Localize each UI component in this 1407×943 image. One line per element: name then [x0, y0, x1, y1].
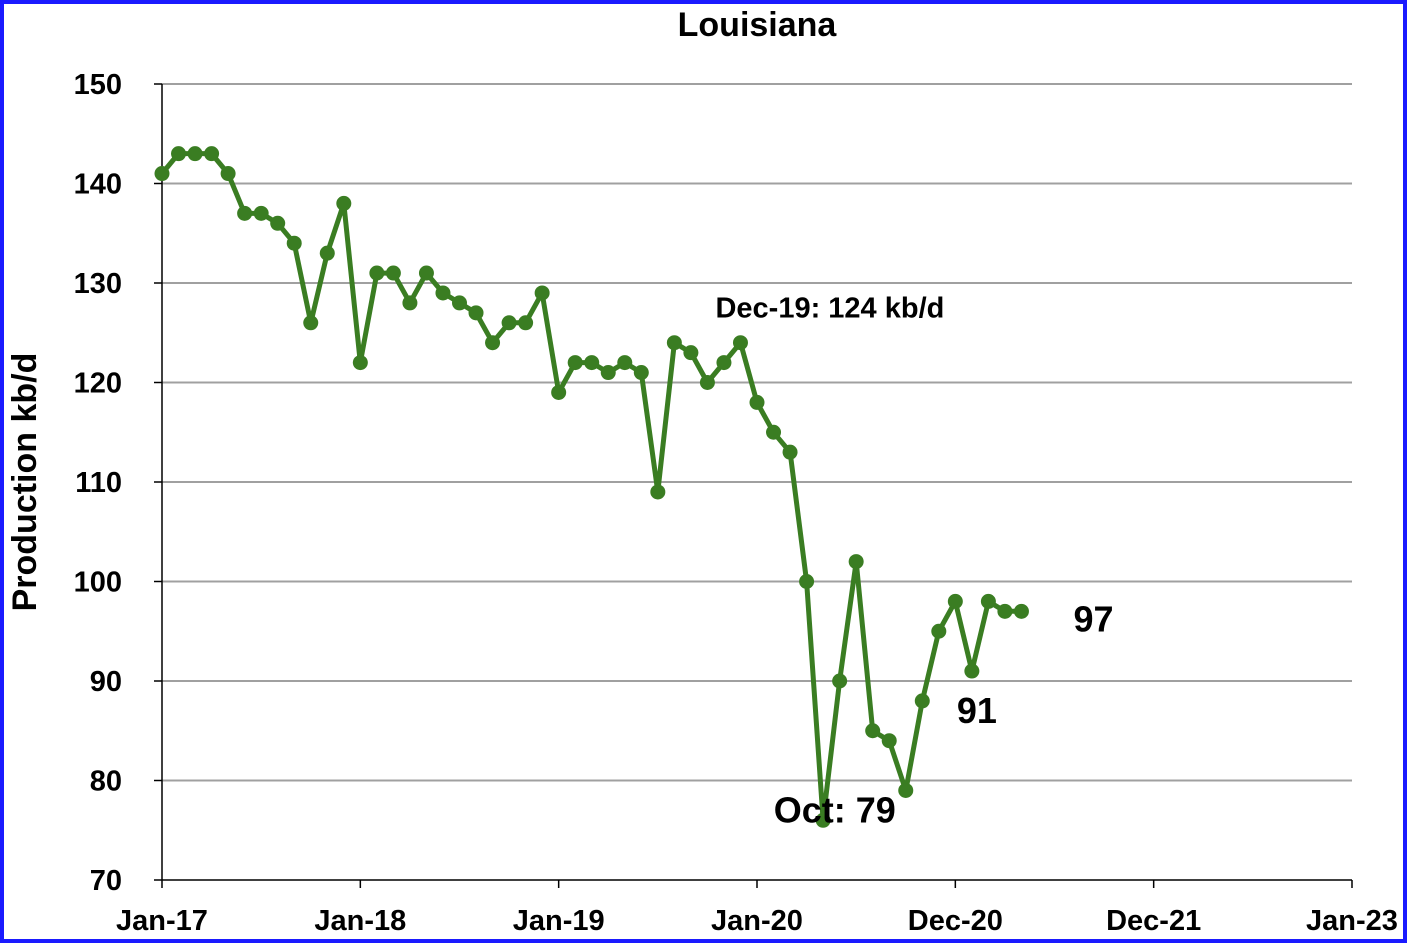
data-point	[799, 574, 815, 589]
data-point	[452, 295, 467, 311]
data-point	[881, 733, 897, 749]
y-tick-label: 80	[90, 766, 122, 798]
y-tick-label: 110	[75, 467, 122, 499]
data-point	[171, 146, 187, 162]
annotation-label: 91	[957, 690, 997, 731]
data-point	[782, 444, 798, 460]
data-point	[633, 365, 649, 381]
data-point	[204, 146, 220, 162]
data-point	[253, 205, 269, 221]
data-point	[683, 345, 699, 361]
y-tick-label: 140	[74, 169, 122, 201]
data-point	[865, 723, 881, 739]
data-point	[435, 285, 451, 301]
y-tick-label: 100	[74, 567, 122, 599]
data-point	[303, 315, 319, 331]
data-point	[997, 603, 1013, 619]
data-point	[237, 205, 253, 221]
data-point	[617, 355, 633, 371]
data-point	[187, 146, 203, 162]
x-tick-label: Jan-17	[116, 905, 208, 937]
data-point	[418, 265, 434, 281]
data-point	[600, 365, 616, 381]
data-point	[749, 394, 765, 410]
x-tick-label: Dec-21	[1106, 905, 1201, 937]
data-point	[947, 593, 963, 609]
axes	[154, 83, 1353, 888]
x-tick-label: Dec-20	[908, 905, 1003, 937]
y-tick-label: 70	[90, 865, 122, 897]
series-production	[154, 146, 1029, 828]
data-point	[666, 335, 682, 351]
data-point	[402, 295, 418, 311]
data-point	[848, 554, 864, 570]
x-tick-label: Jan-20	[711, 905, 803, 937]
data-point	[501, 315, 517, 331]
data-point	[964, 663, 980, 679]
data-point	[567, 355, 583, 371]
data-point	[154, 166, 170, 182]
data-point	[319, 245, 335, 261]
data-point	[551, 384, 567, 400]
data-point	[369, 265, 385, 281]
data-point	[815, 812, 831, 828]
data-point	[699, 375, 715, 390]
data-point	[980, 593, 996, 609]
data-point	[468, 305, 484, 321]
data-point	[534, 285, 550, 301]
series-line	[160, 151, 1022, 823]
data-point	[1013, 603, 1029, 619]
data-point	[732, 335, 748, 351]
x-tick-label: Jan-18	[314, 905, 406, 937]
data-point	[931, 623, 947, 639]
data-point	[518, 315, 534, 331]
y-axis-label: Production kb/d	[6, 353, 44, 612]
data-point	[832, 673, 848, 689]
data-point	[220, 166, 236, 182]
annotation-label: Oct: 79	[774, 789, 896, 830]
x-tick-label: Jan-23	[1306, 905, 1398, 937]
y-tick-label: 130	[74, 268, 122, 300]
y-tick-label: 150	[74, 69, 122, 101]
data-point	[485, 335, 501, 351]
annotation-label: 97	[1073, 598, 1113, 639]
annotations: Dec-19: 124 kb/d Oct: 79 91 97	[715, 293, 1113, 831]
data-point	[352, 355, 368, 371]
chart-title: Louisiana	[678, 6, 838, 44]
data-point	[766, 424, 782, 440]
x-tick-labels: Jan-17 Jan-18 Jan-19 Jan-20 Dec-20 Dec-21 Jan-…	[116, 905, 1398, 937]
y-tick-labels: 70 80 90 100 110 120 130 140 150	[74, 69, 122, 897]
annotation-label: Dec-19: 124 kb/d	[715, 293, 944, 325]
data-point	[914, 693, 930, 709]
x-tick-label: Jan-19	[513, 905, 605, 937]
gridlines	[162, 83, 1352, 782]
data-point	[898, 782, 914, 798]
data-point	[650, 484, 666, 500]
y-tick-label: 90	[90, 666, 122, 698]
data-point	[336, 195, 352, 211]
data-point	[286, 235, 302, 251]
data-point	[270, 215, 286, 231]
data-point	[716, 355, 732, 371]
y-tick-label: 120	[74, 368, 122, 400]
data-point	[584, 355, 600, 371]
data-point	[385, 265, 401, 281]
